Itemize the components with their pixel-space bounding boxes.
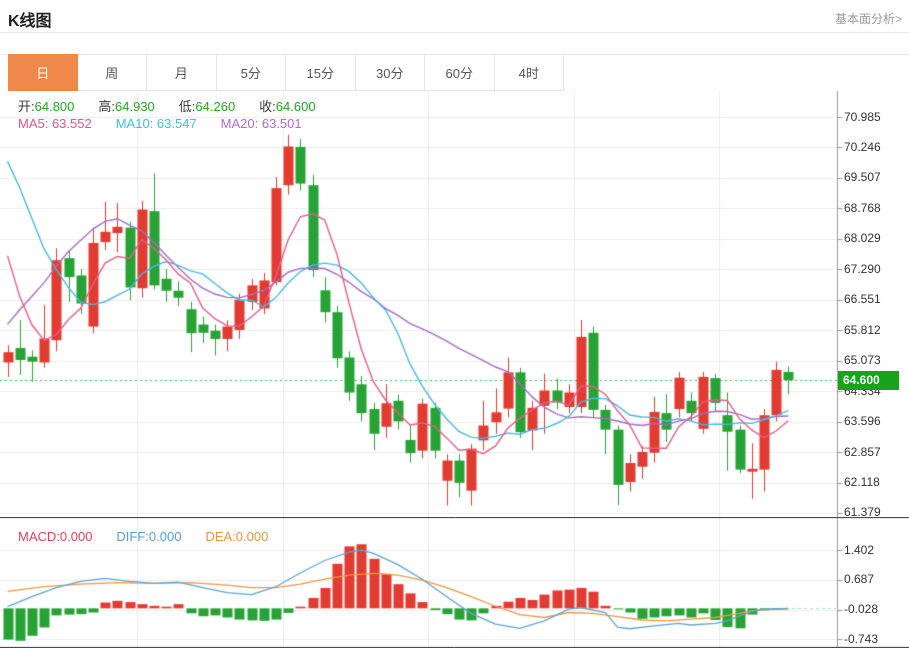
- fundamental-analysis-link[interactable]: 基本面分析>: [834, 12, 902, 26]
- ohlc-value: 64.260: [195, 99, 236, 114]
- macd-chart[interactable]: [0, 517, 909, 648]
- tab-period-8[interactable]: 4时: [494, 54, 564, 91]
- tab-period-5[interactable]: 15分: [286, 54, 356, 91]
- main-y-tick-label: 62.118: [844, 475, 880, 490]
- ohlc-label: 开:: [18, 99, 35, 114]
- macd-y-tick-label: 1.402: [844, 542, 875, 557]
- ohlc-value: 64.600: [275, 99, 316, 114]
- macd-legend-item: DIFF:0.000: [116, 529, 182, 544]
- tab-period-4[interactable]: 5分: [216, 54, 286, 91]
- ohlc-label: 收:: [259, 99, 276, 114]
- ma-legend-item: MA20: 63.501: [220, 116, 302, 131]
- ohlc-value: 64.800: [34, 99, 75, 114]
- current-price-badge: 64.600: [838, 370, 899, 390]
- widget-header: K线图 基本面分析>: [0, 0, 909, 33]
- ma-legend-item: MA5: 63.552: [18, 116, 92, 131]
- main-y-tick-label: 69.507: [844, 170, 881, 185]
- main-y-tick-label: 65.073: [844, 353, 881, 368]
- ohlc-legend: 开:64.800 高:64.930 低:64.260 收:64.600: [18, 96, 340, 115]
- macd-y-tick-label: 0.687: [844, 572, 875, 587]
- main-y-tick-label: 70.246: [844, 139, 881, 154]
- ohlc-label: 低:: [178, 99, 196, 114]
- macd-legend-item: DEA:0.000: [205, 529, 269, 544]
- main-y-tick-label: 67.290: [844, 261, 881, 276]
- tab-period-6[interactable]: 30分: [355, 54, 425, 91]
- ohlc-label: 高:: [98, 99, 116, 114]
- tab-period-2[interactable]: 周: [77, 54, 147, 91]
- main-y-tick-label: 66.551: [844, 292, 881, 307]
- main-y-tick-label: 63.596: [844, 414, 881, 429]
- macd-legend-item: MACD:0.000: [18, 529, 93, 544]
- ma-legend-item: MA10: 63.547: [115, 116, 197, 131]
- main-y-tick-label: 70.985: [844, 109, 881, 124]
- ma-legend: MA5: 63.552 MA10: 63.547 MA20: 63.501: [18, 116, 326, 131]
- main-y-tick-label: 65.812: [844, 322, 881, 337]
- main-y-tick-label: 68.029: [844, 231, 881, 246]
- period-tabbar: 日周月 5分 15分 30分 60分 4时: [8, 54, 564, 91]
- page-title: K线图: [8, 13, 52, 30]
- main-y-tick-label: 68.768: [844, 200, 881, 215]
- main-y-tick-label: 61.379: [844, 505, 881, 520]
- candlestick-chart[interactable]: [0, 91, 909, 517]
- tab-period-7[interactable]: 60分: [425, 54, 495, 91]
- tab-period-3[interactable]: 月: [147, 54, 217, 91]
- macd-y-tick-label: -0.028: [844, 602, 879, 616]
- tab-period-1[interactable]: 日: [8, 54, 78, 91]
- main-y-tick-label: 62.857: [844, 444, 881, 459]
- ohlc-value: 64.930: [115, 99, 155, 114]
- macd-legend: MACD:0.000 DIFF:0.000 DEA:0.000: [18, 529, 292, 544]
- macd-y-tick-label: -0.743: [844, 631, 879, 646]
